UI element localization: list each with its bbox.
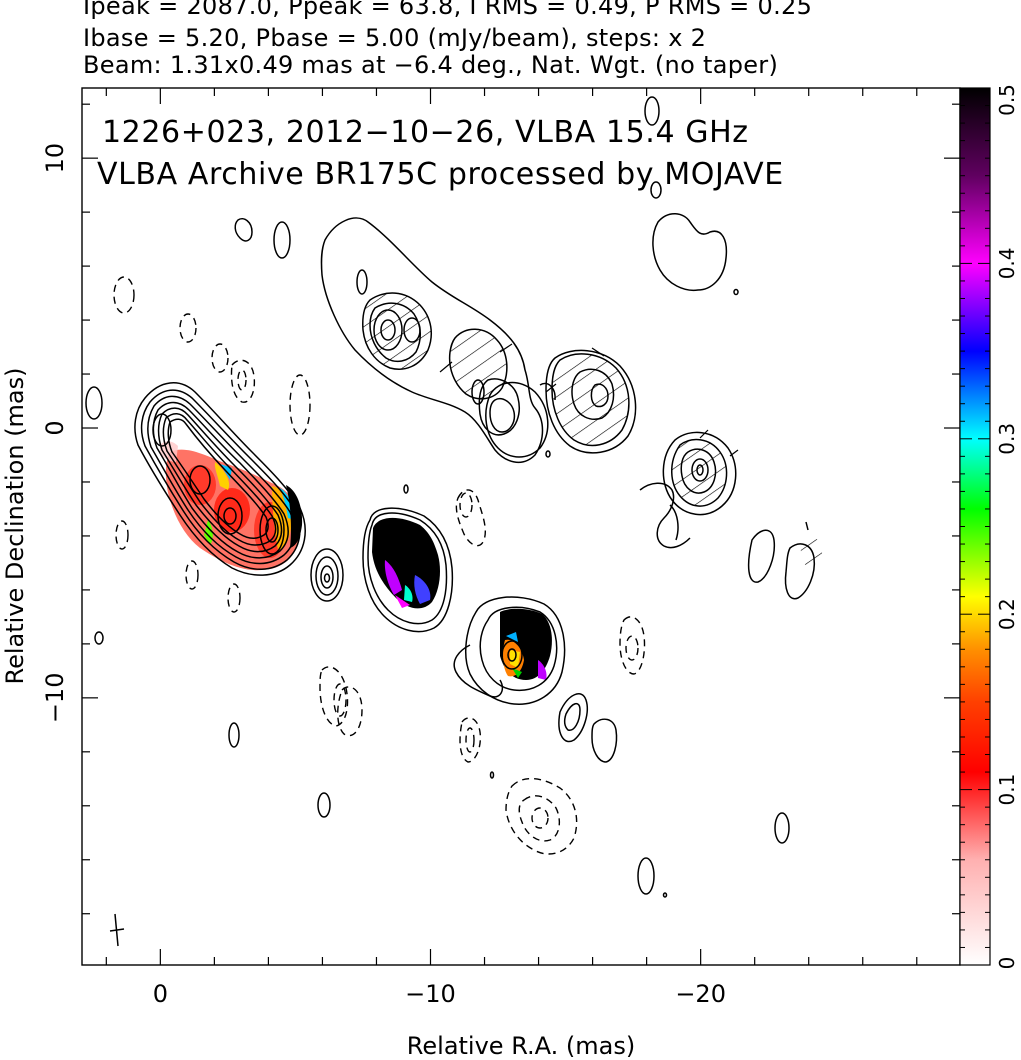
header-line-1: Ipeak = 2087.0, Ppeak = 63.8, I RMS = 0.…: [83, 0, 813, 20]
colorbar-tick-label: 0.1: [995, 774, 1019, 806]
polarization-knot-1: [372, 517, 440, 609]
far-jet-contours: [639, 431, 737, 549]
negative-contours: [113, 276, 646, 855]
x-tick-label: −20: [675, 980, 726, 1008]
map-content: [85, 96, 823, 947]
upper-jet-hatching: [362, 293, 823, 568]
knot-contours-b: [362, 507, 454, 633]
knot-contours-a: [310, 548, 344, 602]
header-line-3: Beam: 1.31x0.49 mas at −6.4 deg., Nat. W…: [83, 51, 779, 79]
colorbar-tick-label: 0.4: [995, 247, 1019, 279]
x-axis-label: Relative R.A. (mas): [407, 1032, 635, 1060]
beam-ellipse: [109, 913, 125, 947]
knot-contours-c: [453, 596, 566, 705]
y-axis-label: Relative Declination (mas): [1, 367, 29, 684]
y-tick-label: 10: [41, 143, 69, 174]
header-line-2: Ibase = 5.20, Pbase = 5.00 (mJy/beam), s…: [83, 24, 707, 52]
y-tick-label: −10: [41, 673, 69, 724]
core-contours: [134, 382, 306, 576]
plot-subtitle: VLBA Archive BR175C processed by MOJAVE: [97, 157, 784, 192]
x-tick-label: 0: [153, 980, 168, 1008]
upper-right-contours: [644, 96, 739, 296]
colorbar-tick-label: 0.2: [995, 598, 1019, 630]
colorbar-tick-label: 0.5: [995, 84, 1019, 116]
colorbar-ticks: 0 0.1 0.2 0.3 0.4 0.5: [960, 84, 1019, 969]
plot-title: 1226+023, 2012−10−26, VLBA 15.4 GHz: [102, 115, 749, 150]
colorbar-tick-label: 0.3: [995, 423, 1019, 455]
mid-jet-contours: [539, 349, 637, 454]
colorbar-tick-label: 0: [995, 957, 1019, 970]
x-tick-label: −10: [405, 980, 456, 1008]
polarization-vectors: [439, 343, 739, 457]
small-positive-contours: [85, 218, 816, 898]
x-axis-ticks: 0 −10 −20: [105, 88, 918, 1008]
y-tick-label: 0: [41, 420, 69, 435]
y-axis-ticks: 10 0 −10: [41, 103, 960, 915]
upper-jet-contours: [320, 217, 549, 464]
polarization-knot-2: [500, 608, 552, 680]
